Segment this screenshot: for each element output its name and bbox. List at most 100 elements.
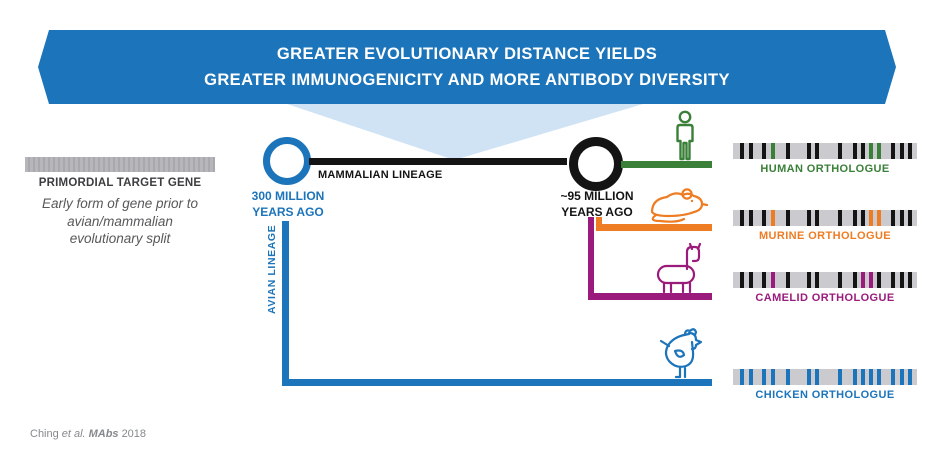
orthologue-row-camelid: CAMELID ORTHOLOGUE — [733, 272, 917, 304]
orthologue-row-murine: MURINE ORTHOLOGUE — [733, 210, 917, 242]
citation: Ching et al. MAbs 2018 — [30, 428, 149, 440]
gene-stripe — [748, 143, 753, 159]
chicken-orthologue-label: CHICKEN ORTHOLOGUE — [755, 389, 895, 401]
gene-stripe — [860, 369, 865, 385]
gene-stripe — [891, 210, 896, 226]
gene-stripe — [762, 210, 767, 226]
primordial-gene-title: PRIMORDIAL TARGET GENE — [38, 177, 202, 189]
human-orthologue-label: HUMAN ORTHOLOGUE — [760, 163, 890, 175]
citation-author: Ching — [30, 428, 59, 440]
gene-stripe — [806, 272, 811, 288]
gene-stripe — [806, 369, 811, 385]
gene-stripe — [869, 272, 874, 288]
llama-icon — [651, 241, 707, 293]
gene-stripe — [762, 369, 767, 385]
camelid-gene-bar — [733, 272, 917, 288]
gene-stripe — [837, 143, 842, 159]
primordial-desc-line-1: Early form of gene prior to — [41, 196, 199, 211]
human-branch-line — [621, 161, 712, 168]
gene-stripe — [852, 143, 857, 159]
avian-lineage-line — [282, 379, 712, 386]
chicken-gene-bar — [733, 369, 917, 385]
gene-stripe — [806, 210, 811, 226]
gene-stripe — [786, 272, 791, 288]
gene-stripe — [860, 210, 865, 226]
gene-stripe — [806, 143, 811, 159]
primordial-desc-line-3: evolutionary split — [69, 231, 171, 246]
gene-stripe — [877, 272, 882, 288]
node-300-million-label: 300 MILLION YEARS AGO — [251, 189, 325, 219]
citation-year: 2018 — [121, 428, 147, 440]
gene-stripe — [899, 369, 904, 385]
murine-branch-line — [596, 224, 712, 231]
gene-stripe — [814, 369, 819, 385]
gene-stripe — [837, 210, 842, 226]
mouse-icon — [645, 187, 709, 224]
gene-stripe — [891, 143, 896, 159]
primordial-gene-bar — [25, 157, 215, 172]
gene-stripe — [814, 272, 819, 288]
gene-stripe — [869, 369, 874, 385]
gene-stripe — [869, 143, 874, 159]
gene-stripe — [899, 210, 904, 226]
gene-stripe — [770, 210, 775, 226]
avian-lineage-line-vertical — [282, 221, 289, 386]
orthologue-row-chicken: CHICKEN ORTHOLOGUE — [733, 369, 917, 401]
gene-stripe — [770, 272, 775, 288]
gene-stripe — [907, 272, 912, 288]
gene-stripe — [740, 210, 745, 226]
gene-stripe — [837, 272, 842, 288]
mammalian-lineage-line — [309, 158, 567, 165]
camelid-branch-line — [588, 293, 712, 300]
orthologue-row-human: HUMAN ORTHOLOGUE — [733, 143, 917, 175]
gene-stripe — [762, 272, 767, 288]
gene-stripe — [740, 369, 745, 385]
gene-stripe — [860, 143, 865, 159]
gene-stripe — [852, 272, 857, 288]
gene-stripe — [877, 143, 882, 159]
gene-stripe — [786, 210, 791, 226]
camelid-branch-line-vertical — [588, 217, 594, 300]
gene-stripe — [891, 272, 896, 288]
gene-stripe — [852, 369, 857, 385]
murine-gene-bar — [733, 210, 917, 226]
gene-stripe — [877, 210, 882, 226]
gene-stripe — [837, 369, 842, 385]
mammalian-lineage-label: MAMMALIAN LINEAGE — [318, 169, 443, 181]
gene-stripe — [814, 143, 819, 159]
gene-stripe — [907, 369, 912, 385]
gene-stripe — [786, 143, 791, 159]
gene-stripe — [899, 272, 904, 288]
gene-stripe — [891, 369, 896, 385]
human-gene-bar — [733, 143, 917, 159]
citation-etal: et al. — [61, 428, 86, 440]
title-banner: GREATER EVOLUTIONARY DISTANCE YIELDS GRE… — [38, 30, 896, 104]
banner-line-1: GREATER EVOLUTIONARY DISTANCE YIELDS — [276, 45, 658, 63]
gene-stripe — [770, 369, 775, 385]
gene-stripe — [860, 272, 865, 288]
primordial-desc-line-2: avian/mammalian — [67, 213, 173, 229]
murine-orthologue-label: MURINE ORTHOLOGUE — [758, 230, 892, 242]
gene-stripe — [899, 143, 904, 159]
gene-stripe — [907, 143, 912, 159]
gene-stripe — [748, 369, 753, 385]
gene-stripe — [770, 143, 775, 159]
gene-stripe — [877, 369, 882, 385]
camelid-orthologue-label: CAMELID ORTHOLOGUE — [755, 292, 895, 304]
chicken-icon — [651, 328, 707, 379]
gene-stripe — [748, 272, 753, 288]
human-icon — [668, 110, 702, 161]
banner-line-2: GREATER IMMUNOGENICITY AND MORE ANTIBODY… — [204, 71, 730, 89]
gene-stripe — [852, 210, 857, 226]
gene-stripe — [907, 210, 912, 226]
primordial-gene-description: Early form of gene prior to avian/mammal… — [12, 195, 228, 248]
gene-stripe — [748, 210, 753, 226]
avian-lineage-label: AVIAN LINEAGE — [266, 224, 278, 314]
gene-stripe — [740, 143, 745, 159]
gene-stripe — [869, 210, 874, 226]
node-95-million-ring — [569, 137, 623, 191]
gene-stripe — [762, 143, 767, 159]
gene-stripe — [740, 272, 745, 288]
gene-stripe — [814, 210, 819, 226]
